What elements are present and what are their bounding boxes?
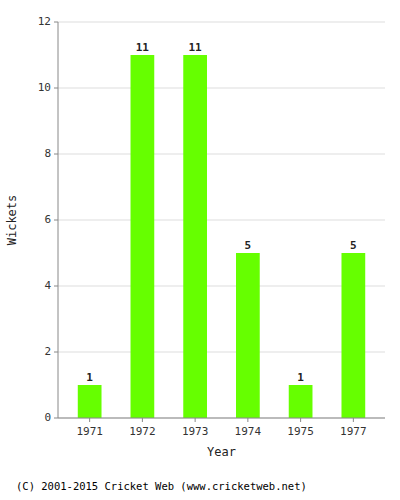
bars xyxy=(78,55,365,418)
x-tick-label: 1977 xyxy=(340,425,367,438)
y-tick-label: 2 xyxy=(44,345,51,358)
x-axis xyxy=(58,418,385,419)
bar xyxy=(131,55,155,418)
x-tick xyxy=(353,418,354,422)
y-axis xyxy=(58,22,59,418)
x-tick-label: 1975 xyxy=(287,425,314,438)
x-axis-label: Year xyxy=(207,445,236,459)
data-label: 11 xyxy=(136,41,150,54)
y-tick-label: 6 xyxy=(44,213,51,226)
x-tick-label: 1972 xyxy=(129,425,156,438)
grid-line xyxy=(58,220,385,221)
grid-line xyxy=(58,154,385,155)
chart: 0246810121971197219731974197519771111151… xyxy=(0,0,400,500)
grid xyxy=(58,22,385,418)
bar xyxy=(78,385,102,418)
y-tick xyxy=(54,352,58,353)
data-label: 5 xyxy=(245,239,252,252)
background xyxy=(0,0,400,500)
y-tick-label: 0 xyxy=(44,411,51,424)
y-tick-label: 4 xyxy=(44,279,51,292)
bar xyxy=(236,253,260,418)
y-tick xyxy=(54,22,58,23)
y-tick xyxy=(54,154,58,155)
bar xyxy=(183,55,207,418)
x-tick xyxy=(89,418,90,422)
grid-line xyxy=(58,418,385,419)
grid-line xyxy=(58,352,385,353)
data-label: 1 xyxy=(86,371,93,384)
data-label: 11 xyxy=(189,41,203,54)
y-tick-label: 12 xyxy=(38,15,51,28)
bar xyxy=(341,253,365,418)
y-tick-label: 10 xyxy=(38,81,51,94)
x-tick-label: 1973 xyxy=(182,425,209,438)
x-tick xyxy=(195,418,196,422)
footer: (C) 2001-2015 Cricket Web (www.cricketwe… xyxy=(16,480,307,492)
y-tick xyxy=(54,88,58,89)
x-tick xyxy=(142,418,143,422)
x-tick-label: 1971 xyxy=(76,425,103,438)
y-axis-label: Wickets xyxy=(5,195,19,246)
grid-line xyxy=(58,286,385,287)
y-tick xyxy=(54,418,58,419)
y-tick xyxy=(54,220,58,221)
x-tick xyxy=(300,418,301,422)
bar xyxy=(289,385,313,418)
x-tick-label: 1974 xyxy=(235,425,262,438)
y-tick-label: 8 xyxy=(44,147,51,160)
data-label: 1 xyxy=(297,371,304,384)
x-tick xyxy=(247,418,248,422)
grid-line xyxy=(58,22,385,23)
grid-line xyxy=(58,88,385,89)
y-tick xyxy=(54,286,58,287)
data-label: 5 xyxy=(350,239,357,252)
